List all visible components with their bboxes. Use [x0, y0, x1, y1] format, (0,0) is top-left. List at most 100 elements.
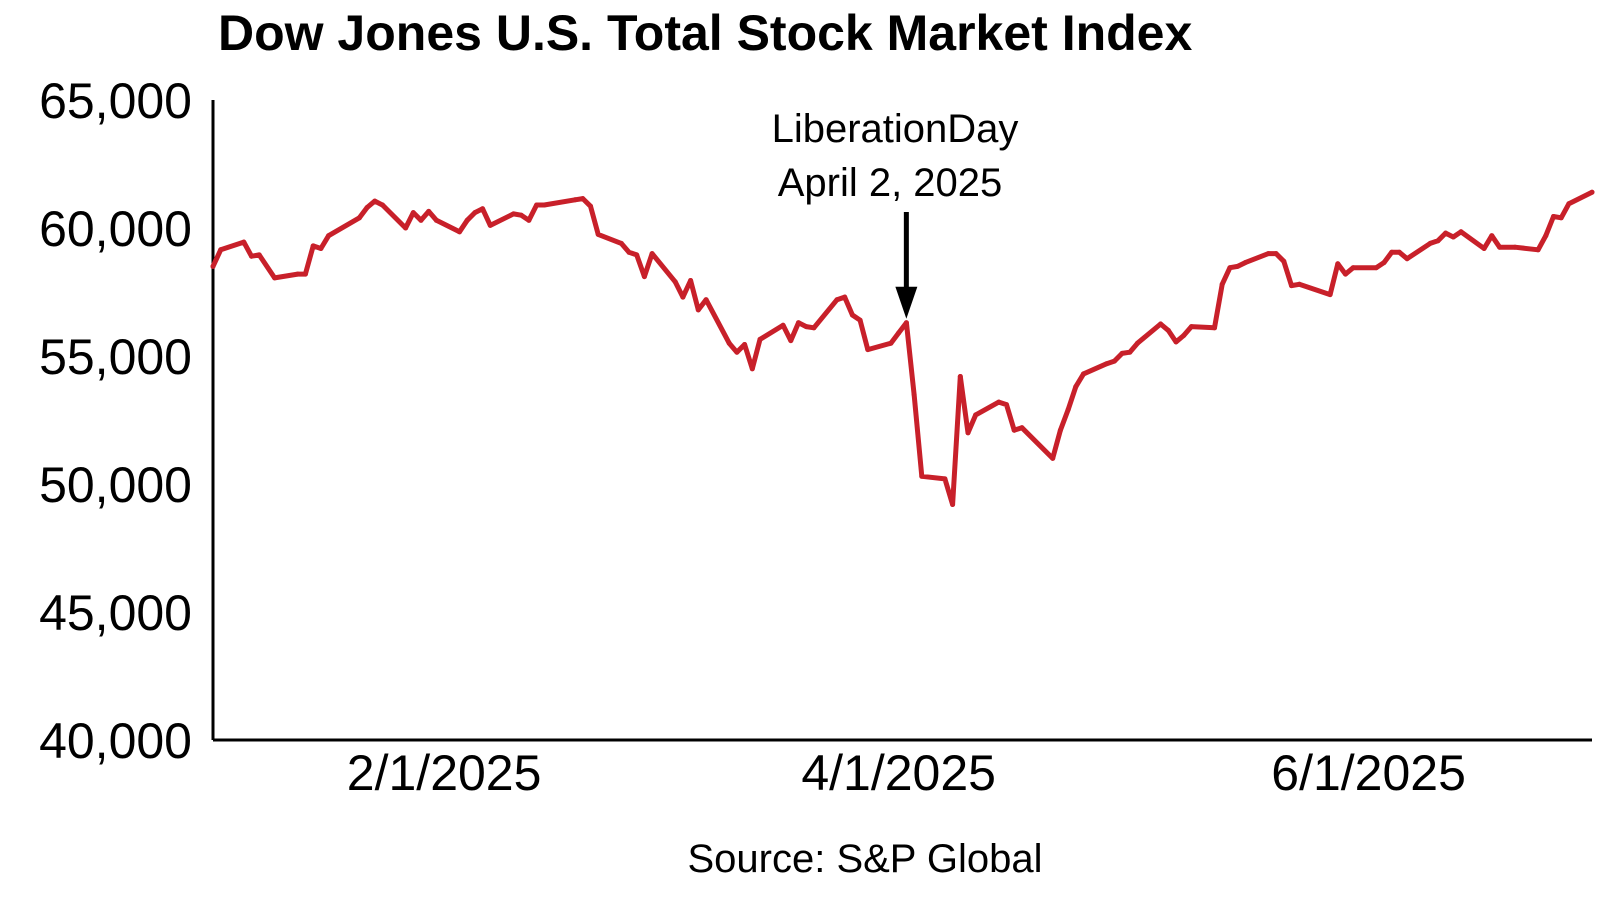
data-point [410, 210, 416, 216]
data-point [1373, 265, 1379, 271]
data-point [457, 229, 462, 235]
data-point [1435, 238, 1441, 244]
annotation-arrow-head [895, 286, 918, 319]
data-point [1181, 333, 1187, 338]
data-point [318, 246, 324, 251]
data-point [1019, 425, 1025, 431]
data-point [1551, 214, 1556, 219]
y-tick-label: 45,000 [39, 585, 192, 641]
data-point [672, 279, 678, 285]
data-point [1073, 384, 1079, 390]
data-point [1443, 230, 1449, 236]
data-point [950, 502, 956, 507]
x-tick-label: 2/1/2025 [347, 745, 542, 801]
data-point [1543, 233, 1549, 239]
data-point [1158, 321, 1164, 327]
data-point [1265, 251, 1271, 257]
data-point [996, 399, 1002, 405]
data-point [418, 217, 424, 223]
data-point [1227, 265, 1233, 271]
data-point [1512, 244, 1518, 250]
data-point [634, 252, 640, 258]
data-point [1219, 281, 1225, 287]
data-point [1235, 263, 1241, 269]
data-point [965, 430, 971, 436]
y-axis: 40,000 45,000 50,000 55,000 60,000 65,000 [39, 73, 192, 769]
data-point [433, 217, 439, 223]
y-tick-label: 65,000 [39, 73, 192, 129]
data-point [310, 243, 316, 249]
data-point [1104, 361, 1110, 367]
data-point [757, 336, 763, 342]
data-point [356, 215, 362, 221]
data-point [1057, 427, 1063, 433]
data-point [641, 274, 647, 280]
data-point [1350, 265, 1356, 271]
data-point [1427, 240, 1433, 246]
x-axis: 2/1/2025 4/1/2025 6/1/2025 [347, 745, 1466, 801]
data-point [1458, 229, 1464, 235]
data-point [695, 307, 701, 313]
data-point [1450, 234, 1456, 240]
data-point [626, 249, 632, 255]
data-point [834, 297, 840, 303]
data-point [1404, 256, 1410, 262]
data-point [1173, 339, 1179, 345]
data-point [1566, 201, 1572, 207]
data-point [857, 317, 863, 323]
data-point [1289, 283, 1294, 289]
data-point [487, 222, 493, 228]
data-point [888, 340, 894, 346]
data-point [1589, 189, 1595, 195]
data-point [849, 312, 855, 318]
data-point [256, 252, 262, 258]
data-point [649, 251, 655, 257]
y-tick-label: 60,000 [39, 201, 192, 257]
data-point [618, 240, 624, 246]
data-point [726, 340, 732, 346]
data-point [919, 473, 925, 479]
y-tick-label: 55,000 [39, 329, 192, 385]
data-point [796, 320, 801, 326]
data-points [210, 189, 1595, 507]
data-point [326, 233, 332, 239]
data-point [1242, 260, 1248, 266]
source-note: Source: S&P Global [687, 837, 1042, 881]
y-tick-label: 50,000 [39, 457, 192, 513]
x-tick-label: 6/1/2025 [1271, 745, 1466, 801]
data-point [511, 211, 516, 217]
data-point [372, 198, 378, 204]
data-point [1273, 251, 1279, 257]
data-point [302, 271, 308, 277]
data-point [295, 271, 301, 277]
data-point [526, 217, 532, 223]
data-point [1489, 233, 1495, 239]
data-point [942, 476, 948, 482]
data-point [1481, 246, 1487, 251]
data-point [896, 330, 902, 336]
data-point [403, 225, 409, 231]
data-point [580, 196, 586, 202]
data-point [272, 275, 278, 281]
data-point [1212, 325, 1217, 331]
data-point [811, 325, 817, 331]
data-point [803, 324, 809, 330]
data-point [534, 202, 540, 208]
data-point [1327, 292, 1333, 298]
data-point [1165, 327, 1171, 333]
data-point [1389, 249, 1395, 255]
data-point [1343, 271, 1348, 277]
data-point [210, 263, 216, 269]
data-point [1011, 427, 1017, 433]
data-point [1497, 244, 1503, 250]
data-point [903, 320, 909, 326]
data-point [595, 231, 601, 237]
data-point [973, 412, 979, 418]
data-point [957, 374, 963, 379]
data-point [680, 294, 686, 300]
data-point [1558, 215, 1564, 221]
data-point [380, 202, 385, 208]
data-point [1004, 402, 1009, 408]
data-point [518, 212, 524, 218]
